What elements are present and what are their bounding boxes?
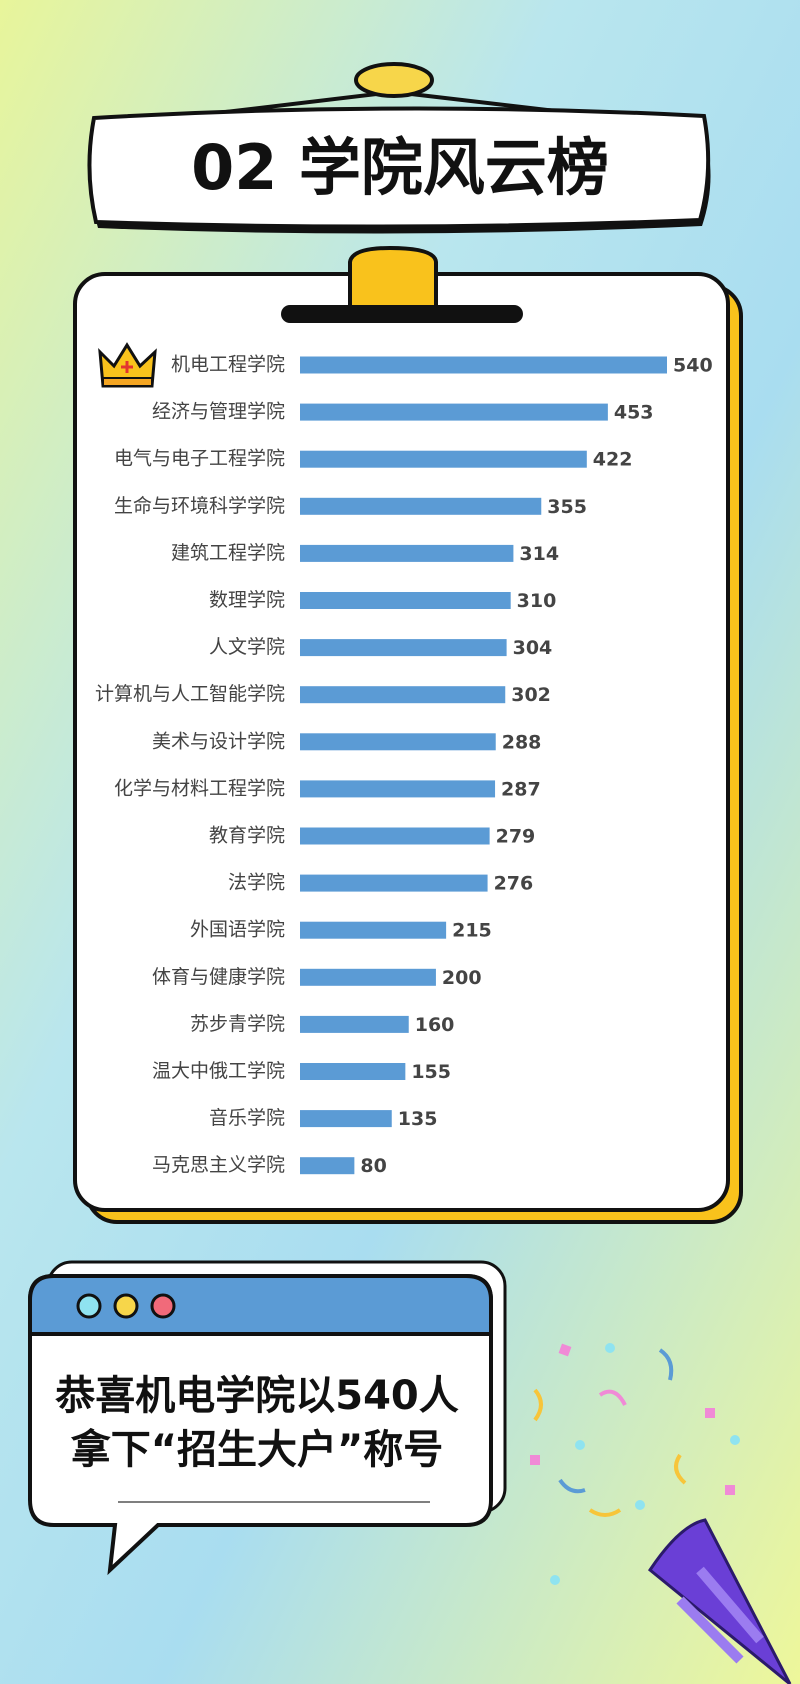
bar — [300, 1110, 392, 1128]
value-label: 160 — [415, 1014, 455, 1036]
callout-line: 拿下“招生大户”称号 — [70, 1427, 444, 1473]
value-label: 540 — [673, 355, 713, 377]
bar — [300, 639, 507, 657]
window-dot — [150, 1293, 176, 1319]
category-label: 数理学院 — [209, 589, 285, 611]
category-label: 体育与健康学院 — [152, 966, 285, 988]
category-label: 机电工程学院 — [171, 354, 285, 376]
bar — [300, 827, 490, 845]
bar — [300, 592, 511, 609]
value-label: 215 — [452, 920, 492, 942]
value-label: 276 — [494, 873, 534, 895]
value-label: 302 — [511, 684, 551, 706]
banner — [87, 106, 711, 229]
value-label: 453 — [614, 402, 654, 424]
bar — [300, 1015, 409, 1033]
category-label: 计算机与人工智能学院 — [95, 683, 285, 705]
bar — [300, 686, 506, 704]
value-label: 200 — [442, 967, 482, 989]
category-label: 法学院 — [228, 872, 285, 894]
value-label: 288 — [502, 731, 542, 753]
value-label: 80 — [360, 1155, 386, 1177]
category-label: 美术与设计学院 — [152, 730, 285, 752]
category-label: 教育学院 — [209, 825, 285, 847]
bar — [300, 356, 667, 374]
category-label: 建筑工程学院 — [171, 542, 285, 564]
bar — [300, 1157, 355, 1175]
page-title: 02 学院风云榜 — [191, 131, 609, 204]
bar — [300, 780, 496, 798]
category-label: 外国语学院 — [190, 919, 285, 941]
bar — [300, 1063, 406, 1080]
bar — [300, 497, 542, 515]
category-label: 化学与材料工程学院 — [114, 777, 285, 799]
bar — [300, 403, 608, 421]
party-popper — [530, 1343, 792, 1684]
bar-chart: 机电工程学院 540 经济与管理学院 453 电气与电子工程学院 422 生命与环境科学学院… — [95, 354, 713, 1178]
value-label: 422 — [593, 449, 633, 471]
bar — [300, 874, 488, 892]
callout-line: 恭喜机电学院以540人 — [54, 1373, 459, 1419]
category-label: 马克思主义学院 — [152, 1154, 285, 1176]
value-label: 310 — [517, 590, 557, 612]
bar — [300, 450, 587, 468]
bar — [300, 968, 436, 986]
category-label: 电气与电子工程学院 — [114, 448, 285, 470]
value-label: 279 — [496, 826, 536, 848]
value-label: 155 — [411, 1061, 451, 1083]
value-label: 304 — [513, 637, 553, 659]
bar — [300, 921, 447, 939]
category-label: 人文学院 — [209, 636, 285, 658]
value-label: 287 — [501, 778, 541, 800]
clip-bar — [281, 305, 523, 323]
bar — [300, 733, 496, 751]
category-label: 温大中俄工学院 — [152, 1060, 285, 1082]
category-label: 音乐学院 — [209, 1107, 285, 1129]
window-dot — [113, 1293, 139, 1319]
bar — [300, 544, 514, 562]
crown — [98, 342, 157, 388]
category-label: 生命与环境科学学院 — [114, 495, 285, 517]
value-label: 314 — [519, 543, 559, 565]
category-label: 经济与管理学院 — [152, 401, 285, 423]
banner-hook — [354, 62, 434, 98]
clip — [348, 245, 438, 320]
category-label: 苏步青学院 — [190, 1013, 285, 1035]
value-label: 135 — [398, 1108, 438, 1130]
value-label: 355 — [547, 496, 587, 518]
window-header — [28, 1274, 493, 1336]
window-dot — [76, 1293, 102, 1319]
